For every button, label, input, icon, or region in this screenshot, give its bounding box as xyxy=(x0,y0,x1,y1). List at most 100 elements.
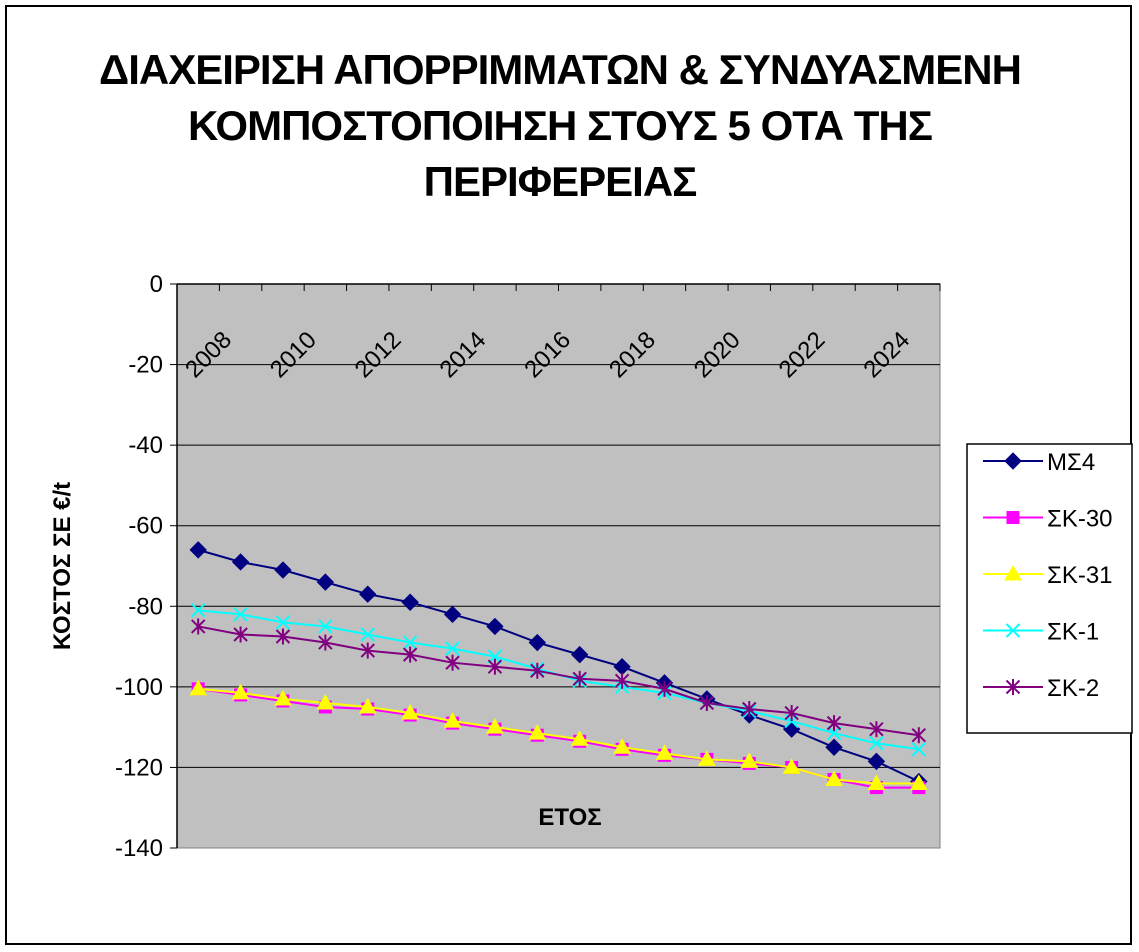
legend-swatch-marker xyxy=(1005,623,1021,638)
data-point xyxy=(360,627,375,642)
data-point xyxy=(486,718,504,734)
data-point xyxy=(401,704,420,720)
data-point xyxy=(402,646,418,663)
y-tick-label: -80 xyxy=(128,593,163,620)
legend-swatch-marker xyxy=(1004,452,1022,470)
legend-item: ΣΚ-31 xyxy=(983,562,1113,589)
legend-label: ΣΚ-30 xyxy=(1047,506,1113,533)
data-point-stroke xyxy=(190,603,206,618)
data-point xyxy=(443,712,462,728)
data-point xyxy=(233,626,248,643)
data-point xyxy=(867,752,886,771)
data-point xyxy=(486,617,504,636)
data-point xyxy=(275,628,291,645)
data-point xyxy=(825,738,843,756)
data-point xyxy=(528,724,547,740)
legend-item: ΣΚ-30 xyxy=(983,506,1113,533)
x-axis-title: ΕΤΟΣ xyxy=(538,804,601,831)
legend-swatch-marker xyxy=(1005,679,1021,695)
data-point xyxy=(402,635,418,650)
legend-item: ΣΚ-1 xyxy=(983,619,1099,646)
data-point xyxy=(740,752,759,768)
plot-area xyxy=(176,283,941,849)
legend-swatch-marker xyxy=(1006,511,1020,524)
data-point xyxy=(655,744,674,760)
series-group xyxy=(189,541,928,795)
legend: ΜΣ4 ΣΚ-30 ΣΚ-31 ΣΚ-1 ΣΚ-2 xyxy=(966,443,1133,734)
data-point-stroke xyxy=(233,607,248,622)
legend-item: ΜΣ4 xyxy=(983,449,1095,476)
data-point xyxy=(570,645,589,664)
series-line xyxy=(198,625,919,737)
data-point xyxy=(825,770,843,787)
data-point-stroke xyxy=(360,627,375,642)
data-point xyxy=(782,758,801,774)
chart-title: ΔΙΑΧΕΙΡΙΣΗ ΑΠΟΡΡΙΜΜΑΤΩΝ & ΣΥΝΔΥΑΣΜΕΝΗ ΚΟ… xyxy=(99,46,1022,205)
legend-label: ΣΚ-31 xyxy=(1047,562,1113,589)
y-tick-label: -140 xyxy=(115,835,163,862)
data-point xyxy=(657,680,672,697)
data-point-stroke xyxy=(869,736,884,751)
legend-swatch-marker xyxy=(1004,564,1022,581)
data-point xyxy=(358,697,377,714)
data-point xyxy=(909,774,928,791)
series-line xyxy=(198,687,919,785)
data-point xyxy=(570,730,589,746)
series-line xyxy=(197,548,920,783)
plot-background xyxy=(176,283,941,849)
data-point-stroke xyxy=(402,635,418,650)
data-point xyxy=(869,721,884,738)
legend-label: ΜΣ4 xyxy=(1047,449,1095,476)
legend-label: ΣΚ-1 xyxy=(1047,619,1099,646)
data-point xyxy=(572,670,587,687)
data-point xyxy=(528,633,547,652)
data-point xyxy=(487,658,503,675)
data-point xyxy=(911,742,927,757)
data-point xyxy=(613,738,631,754)
data-point xyxy=(784,705,799,722)
data-point xyxy=(189,541,207,559)
legend-swatch-marker-stroke xyxy=(1005,623,1021,638)
data-point xyxy=(275,615,291,630)
data-point-stroke xyxy=(911,742,927,757)
y-axis-title: ΚΟΣΤΟΣ ΣΕ €/t xyxy=(49,482,76,650)
data-point xyxy=(190,618,206,635)
legend-label: ΣΚ-2 xyxy=(1047,675,1099,702)
data-point xyxy=(274,689,292,706)
data-point xyxy=(826,715,842,732)
data-point xyxy=(445,641,460,656)
y-tick-label: -40 xyxy=(128,432,163,459)
data-point xyxy=(401,593,419,611)
data-point xyxy=(443,605,462,624)
data-point xyxy=(233,607,248,622)
data-point-stroke xyxy=(445,641,460,656)
y-tick-label: -100 xyxy=(115,674,163,701)
data-point xyxy=(911,727,927,744)
data-point-stroke xyxy=(318,619,333,634)
data-point xyxy=(360,642,375,659)
data-point xyxy=(867,774,886,791)
data-point xyxy=(190,603,206,618)
data-point xyxy=(699,694,715,711)
data-point xyxy=(359,585,377,603)
data-point-stroke xyxy=(275,615,291,630)
data-point xyxy=(614,672,630,689)
legend-box xyxy=(966,443,1133,734)
data-point xyxy=(274,561,292,579)
data-point xyxy=(189,679,208,696)
y-tick-label: -120 xyxy=(115,754,163,781)
data-point xyxy=(530,662,545,679)
legend-item: ΣΚ-2 xyxy=(983,675,1099,702)
data-point xyxy=(316,693,335,710)
data-point xyxy=(231,553,250,571)
data-point xyxy=(697,750,716,766)
series-5 xyxy=(190,618,927,744)
series-3 xyxy=(189,679,928,791)
data-point xyxy=(318,619,333,634)
data-point xyxy=(742,701,757,718)
y-tick-label: -60 xyxy=(128,513,163,540)
y-tick-label: -20 xyxy=(128,352,163,379)
data-point xyxy=(318,634,333,651)
data-point xyxy=(445,654,460,671)
